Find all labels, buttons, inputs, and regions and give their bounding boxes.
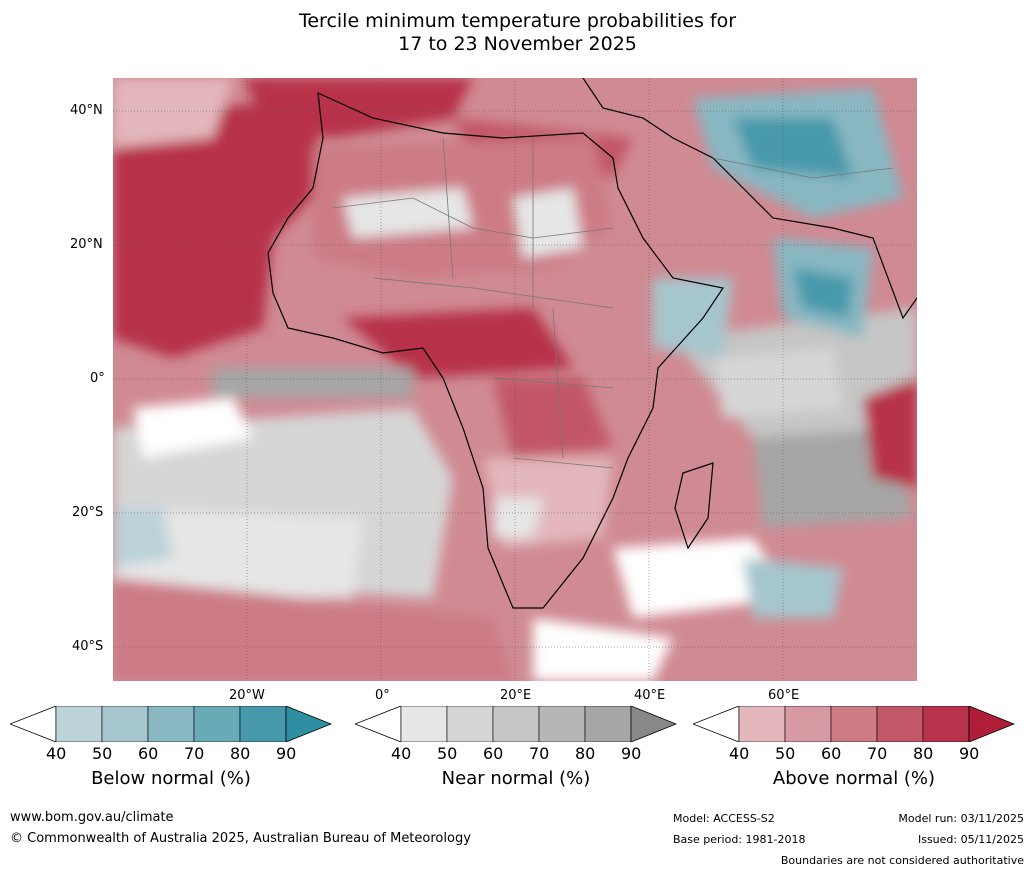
lat-label-40s: 40°S (72, 639, 104, 654)
legend-above-colorbar (693, 706, 1015, 742)
legend-below-tick: 60 (138, 744, 159, 763)
legend-above-title: Above normal (%) (772, 768, 936, 789)
legend-near-title: Near normal (%) (441, 768, 591, 789)
graticule (113, 78, 917, 681)
legend-above-high-arrow (968, 706, 1015, 742)
legend-above-swatch-70 (876, 706, 924, 742)
legend-below-swatch-50 (101, 706, 149, 742)
legend-near-high-arrow (630, 706, 677, 742)
map-svg (113, 78, 917, 681)
legend-below-tick: 90 (276, 744, 297, 763)
legend-below-tick: 80 (230, 744, 251, 763)
legend-below-tick: 50 (92, 744, 113, 763)
legend-near-tick: 60 (483, 744, 504, 763)
legend-near-low-arrow (355, 706, 402, 742)
probability-field (113, 78, 917, 681)
legend-above-tick: 90 (959, 744, 980, 763)
legend-near-tick: 90 (621, 744, 642, 763)
legend-above-low-arrow (693, 706, 740, 742)
legend-near-swatch-50 (446, 706, 494, 742)
chart-title: Tercile minimum temperature probabilitie… (0, 10, 1035, 56)
legend-below-swatch-70 (193, 706, 241, 742)
title-line-2: 17 to 23 November 2025 (398, 33, 637, 55)
legend-near-swatch-70 (538, 706, 586, 742)
legend-above-swatch-50 (784, 706, 832, 742)
base-period: Base period: 1981-2018 (673, 833, 806, 846)
model-run-date: Model run: 03/11/2025 (898, 812, 1024, 825)
legend-below-tick: 40 (46, 744, 67, 763)
legend-near-colorbar (355, 706, 677, 742)
copyright-text: © Commonwealth of Australia 2025, Austra… (10, 831, 471, 846)
lon-label-20e: 20°E (500, 688, 532, 703)
lon-label-40e: 40°E (634, 688, 666, 703)
website-link[interactable]: www.bom.gov.au/climate (10, 810, 174, 825)
legend-below-swatch-40 (55, 706, 103, 742)
legend-near-swatch-40 (400, 706, 448, 742)
title-line-1: Tercile minimum temperature probabilitie… (298, 10, 737, 32)
lat-label-40n: 40°N (70, 103, 103, 118)
legend-above-tick: 50 (775, 744, 796, 763)
legend-above-tick: 80 (913, 744, 934, 763)
legend-below-swatch-80 (239, 706, 287, 742)
legend-above-tick: 40 (729, 744, 750, 763)
legend-near-tick: 70 (529, 744, 550, 763)
lon-label-0: 0° (375, 688, 390, 703)
coastlines (267, 78, 917, 609)
legend-near-tick: 50 (437, 744, 458, 763)
legend-above-swatch-40 (738, 706, 786, 742)
legend-below-colorbar (10, 706, 332, 742)
legend-below-swatch-60 (147, 706, 195, 742)
legend-near-swatch-60 (492, 706, 540, 742)
legend-below-low-arrow (10, 706, 57, 742)
lat-label-0: 0° (90, 371, 105, 386)
legend-above-tick: 70 (867, 744, 888, 763)
lat-label-20s: 20°S (72, 505, 104, 520)
model-name: Model: ACCESS-S2 (673, 812, 775, 825)
lon-label-60e: 60°E (768, 688, 800, 703)
lon-label-20w: 20°W (229, 688, 265, 703)
legend-near-swatch-80 (584, 706, 632, 742)
issued-date: Issued: 05/11/2025 (917, 833, 1024, 846)
probability-map (113, 78, 917, 681)
legend-above-swatch-60 (830, 706, 878, 742)
legend-below-tick: 70 (184, 744, 205, 763)
legend-near-tick: 40 (391, 744, 412, 763)
lat-label-20n: 20°N (70, 237, 103, 252)
legend-below-high-arrow (285, 706, 332, 742)
legend-above-tick: 60 (821, 744, 842, 763)
disclaimer-text: Boundaries are not considered authoritat… (780, 854, 1024, 867)
legend-above-swatch-80 (922, 706, 970, 742)
country-borders (332, 137, 894, 469)
legend-near-tick: 80 (575, 744, 596, 763)
legend-below-title: Below normal (%) (91, 768, 251, 789)
